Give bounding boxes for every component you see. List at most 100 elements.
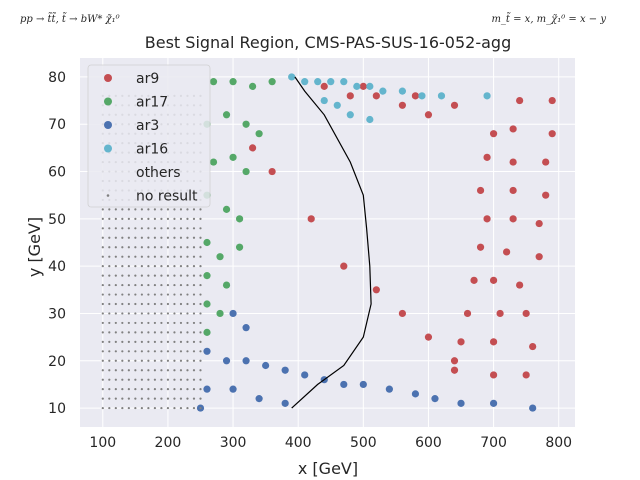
no-result-point xyxy=(179,321,183,325)
no-result-point xyxy=(199,208,202,211)
data-point-ar3 xyxy=(359,380,367,389)
no-result-point xyxy=(199,321,202,325)
data-point-ar16 xyxy=(353,82,361,90)
no-result-point xyxy=(153,359,157,362)
no-result-point xyxy=(166,283,170,287)
no-result-point xyxy=(147,388,150,391)
no-result-point xyxy=(108,302,111,306)
no-result-point xyxy=(108,217,111,220)
no-result-point xyxy=(192,378,196,381)
no-result-point xyxy=(108,312,111,315)
no-result-point xyxy=(140,246,143,249)
no-result-point xyxy=(153,274,157,277)
no-result-point xyxy=(114,255,117,258)
legend-label: ar16 xyxy=(136,142,168,158)
data-point-ar9 xyxy=(489,276,498,284)
data-point-ar3 xyxy=(242,324,250,332)
no-result-point xyxy=(160,331,163,334)
legend-label: ar3 xyxy=(136,118,159,134)
no-result-point xyxy=(153,217,157,220)
no-result-point xyxy=(134,274,137,277)
data-point-ar3 xyxy=(489,399,498,407)
y-tick-label: 30 xyxy=(48,306,66,322)
no-result-point xyxy=(101,246,104,249)
no-result-point xyxy=(160,293,163,296)
no-result-point xyxy=(127,283,130,287)
no-result-point xyxy=(186,378,189,381)
data-point-ar17 xyxy=(209,158,218,166)
no-result-point xyxy=(186,340,189,343)
data-point-ar3 xyxy=(262,361,270,370)
no-result-point xyxy=(153,350,157,353)
no-result-point xyxy=(121,388,124,391)
no-result-point xyxy=(173,359,176,362)
data-point-ar3 xyxy=(281,399,289,407)
no-result-point xyxy=(147,227,150,230)
no-result-point xyxy=(147,397,150,400)
no-result-point xyxy=(199,331,202,334)
no-result-point xyxy=(153,331,157,334)
no-result-point xyxy=(114,388,117,391)
no-result-point xyxy=(192,350,196,353)
no-result-point xyxy=(134,302,137,306)
no-result-point xyxy=(192,321,196,325)
no-result-point xyxy=(173,302,176,306)
no-result-point xyxy=(121,359,124,362)
data-point-ar17 xyxy=(229,153,237,161)
no-result-point xyxy=(186,312,189,315)
no-result-point xyxy=(199,302,202,306)
no-result-point xyxy=(192,274,196,277)
no-result-point xyxy=(108,331,111,334)
no-result-point xyxy=(140,378,143,381)
data-point-ar3 xyxy=(203,347,211,355)
no-result-point xyxy=(108,293,111,296)
no-result-point xyxy=(166,255,170,258)
no-result-point xyxy=(108,283,111,287)
no-result-point xyxy=(121,302,124,306)
no-result-point xyxy=(127,246,130,249)
no-result-point xyxy=(179,227,183,230)
no-result-point xyxy=(153,302,157,306)
no-result-point xyxy=(186,274,189,277)
no-result-point xyxy=(166,359,170,362)
data-point-ar3 xyxy=(229,309,237,318)
data-point-ar17 xyxy=(222,205,231,213)
no-result-point xyxy=(192,340,196,343)
no-result-point xyxy=(186,293,189,296)
no-result-point xyxy=(101,217,104,220)
no-result-point xyxy=(160,340,163,343)
no-result-point xyxy=(127,397,130,400)
no-result-point xyxy=(114,340,117,343)
no-result-point xyxy=(160,227,163,230)
data-point-ar3 xyxy=(411,390,420,398)
no-result-point xyxy=(166,331,170,334)
data-point-ar9 xyxy=(489,338,498,346)
data-point-ar17 xyxy=(209,78,218,86)
exclusion-line xyxy=(291,76,372,409)
no-result-point xyxy=(192,283,196,287)
no-result-point xyxy=(160,274,163,277)
no-result-point xyxy=(173,265,176,268)
no-result-point xyxy=(153,227,157,230)
no-result-point xyxy=(199,217,202,220)
x-tick-label: 400 xyxy=(285,435,312,451)
no-result-point xyxy=(192,312,196,315)
no-result-point xyxy=(173,217,176,220)
no-result-point xyxy=(114,359,117,362)
no-result-point xyxy=(140,359,143,362)
no-result-point xyxy=(127,406,130,410)
no-result-point xyxy=(166,208,170,211)
no-result-point xyxy=(147,274,150,277)
no-result-point xyxy=(147,208,150,211)
no-result-point xyxy=(108,274,111,277)
no-result-point xyxy=(166,378,170,381)
no-result-point xyxy=(114,312,117,315)
no-result-point xyxy=(127,378,130,381)
data-point-ar17 xyxy=(235,243,244,251)
no-result-point xyxy=(140,350,143,353)
no-result-point xyxy=(166,397,170,400)
data-point-ar9 xyxy=(268,167,276,176)
no-result-point xyxy=(114,397,117,400)
data-point-ar16 xyxy=(288,73,296,81)
